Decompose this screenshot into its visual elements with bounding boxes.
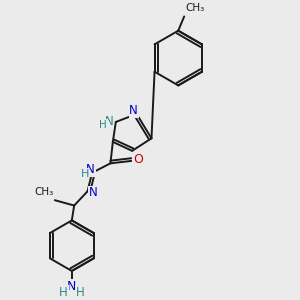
Text: N: N [105,115,114,128]
Text: N: N [67,280,76,293]
Text: H: H [99,120,107,130]
Text: CH₃: CH₃ [34,187,53,197]
Text: N: N [86,164,95,176]
Text: H: H [80,169,89,179]
Text: H: H [76,286,85,299]
Text: H: H [59,286,68,299]
Text: O: O [133,153,143,166]
Text: N: N [129,104,138,118]
Text: CH₃: CH₃ [186,3,205,13]
Text: N: N [89,186,98,199]
